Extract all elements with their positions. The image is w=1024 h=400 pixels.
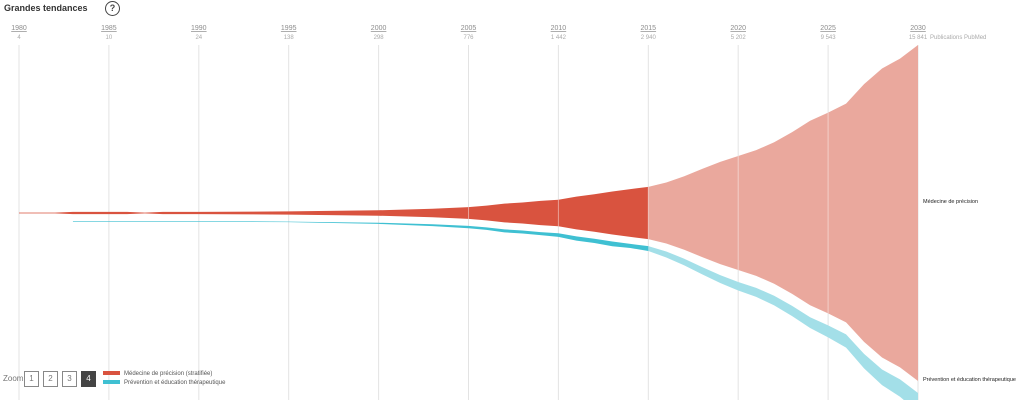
divider-layer — [468, 112, 829, 314]
tick-unit-label: Publications PubMed — [930, 35, 986, 41]
area-precision-projection — [648, 45, 918, 381]
legend-item-prevention: Prévention et éducation thérapeutique — [103, 380, 225, 386]
tick-year-2000: 2000 — [371, 25, 387, 32]
tick-count-2030: 15 841 — [909, 35, 928, 41]
tick-year-2010: 2010 — [551, 25, 567, 32]
zoom-label: Zoom — [3, 374, 24, 383]
tick-count-2010: 1 442 — [551, 35, 567, 41]
tick-count-2015: 2 940 — [641, 35, 657, 41]
area-prevention-projection — [648, 246, 918, 400]
tick-count-2020: 5 202 — [731, 35, 747, 41]
legend-swatch-precision — [103, 371, 120, 376]
legend-label-prevention: Prévention et éducation thérapeutique — [124, 380, 226, 386]
area-precision-historical — [19, 186, 649, 240]
tick-year-1985: 1985 — [101, 25, 117, 32]
zoom-button-2[interactable]: 2 — [43, 371, 58, 387]
tick-year-1990: 1990 — [191, 25, 207, 32]
tick-count-1985: 10 — [106, 35, 113, 41]
legend-label-precision: Médecine de précision (stratifiée) — [124, 371, 213, 377]
page-title: Grandes tendances — [4, 3, 88, 13]
zoom-button-3[interactable]: 3 — [62, 371, 77, 387]
tick-count-1995: 138 — [284, 35, 295, 41]
series-label-prevention: Prévention et éducation thérapeutique — [923, 377, 1016, 383]
zoom-button-1[interactable]: 1 — [24, 371, 39, 387]
zoom-button-4[interactable]: 4 — [81, 371, 96, 387]
area-layer — [19, 45, 918, 400]
tick-year-2020: 2020 — [730, 25, 746, 32]
tick-count-2005: 776 — [463, 35, 474, 41]
legend-item-precision: Médecine de précision (stratifiée) — [103, 371, 212, 377]
tick-count-2000: 298 — [374, 35, 385, 41]
tick-count-1990: 24 — [195, 35, 202, 41]
tick-count-2025: 9 543 — [821, 35, 837, 41]
tick-count-1980: 4 — [17, 35, 21, 41]
legend-swatch-prevention — [103, 380, 120, 385]
tick-year-2015: 2015 — [641, 25, 657, 32]
tick-year-1995: 1995 — [281, 25, 297, 32]
tick-year-2025: 2025 — [820, 25, 836, 32]
series-label-precision: Médecine de précision — [923, 199, 979, 205]
tick-year-2005: 2005 — [461, 25, 477, 32]
tick-layer: 1980 4 1985 10 1990 24 1995 138 2000 298 2005 776 20… — [11, 25, 986, 41]
tick-year-1980: 1980 — [11, 25, 27, 32]
tick-year-2030: 2030 — [910, 25, 926, 32]
help-icon[interactable]: ? — [105, 1, 120, 16]
